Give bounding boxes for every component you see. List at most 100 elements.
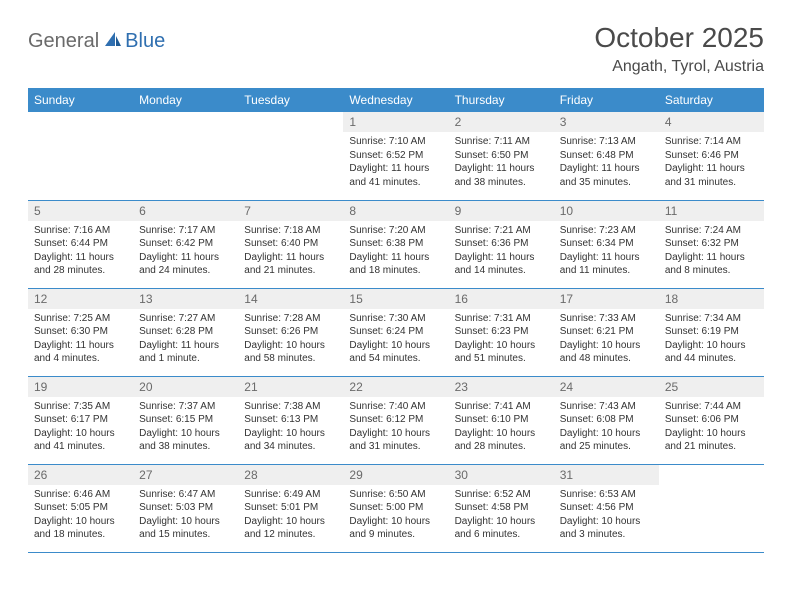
sunrise-line: Sunrise: 7:10 AM	[349, 136, 425, 147]
calendar-day-cell: 17Sunrise: 7:33 AMSunset: 6:21 PMDayligh…	[554, 288, 659, 376]
calendar-day-cell: 22 Sunrise: 7:40 AM Sunset: 6:12 PM Dayligh…	[343, 376, 448, 464]
calendar-day-cell: 16Sunrise: 7:31 AMSunset: 6:23 PMDayligh…	[449, 288, 554, 376]
sunset-line: Sunset: 6:46 PM	[665, 150, 739, 161]
sunset-line: Sunset: 6:44 PM	[34, 238, 108, 249]
daylight-line: Daylight: 10 hours and 6 minutes.	[455, 516, 536, 541]
day-details: Sunrise: 6:53 AMSunset: 4:56 PMDaylight:…	[554, 485, 659, 546]
sunrise-line: Sunrise: 6:49 AM	[244, 489, 320, 500]
daylight-line: Daylight: 10 hours and 15 minutes.	[139, 516, 220, 541]
day-details: Sunrise: 7:13 AMSunset: 6:48 PMDaylight:…	[554, 132, 659, 193]
calendar-body: 1Sunrise: 7:10 AMSunset: 6:52 PMDaylight…	[28, 112, 764, 552]
sunrise-line: Sunrise: 7:40 AM	[349, 401, 425, 412]
calendar-day-cell: 3Sunrise: 7:13 AMSunset: 6:48 PMDaylight…	[554, 112, 659, 200]
calendar-empty-cell	[28, 112, 133, 200]
daylight-line: Daylight: 11 hours and 14 minutes.	[455, 252, 535, 277]
sunset-line: Sunset: 6:26 PM	[244, 326, 318, 337]
calendar-week-row: 19Sunrise: 7:35 AMSunset: 6:17 PMDayligh…	[28, 376, 764, 464]
day-number: 30	[449, 465, 554, 485]
calendar-day-cell: 4Sunrise: 7:14 AMSunset: 6:46 PMDaylight…	[659, 112, 764, 200]
sunset-line: Sunset: 5:00 PM	[349, 502, 423, 513]
day-details: Sunrise: 7:17 AMSunset: 6:42 PMDaylight:…	[133, 221, 238, 282]
sunrise-line: Sunrise: 7:28 AM	[244, 313, 320, 324]
day-number: 19	[28, 377, 133, 397]
daylight-line: Daylight: 11 hours and 21 minutes.	[244, 252, 324, 277]
calendar-day-cell: 26Sunrise: 6:46 AMSunset: 5:05 PMDayligh…	[28, 464, 133, 552]
sunrise-line: Sunrise: 7:20 AM	[349, 225, 425, 236]
brand-text-general: General	[28, 30, 99, 53]
calendar-day-cell: 25Sunrise: 7:44 AMSunset: 6:06 PMDayligh…	[659, 376, 764, 464]
sunset-line: Sunset: 6:38 PM	[349, 238, 423, 249]
daylight-line: Daylight: 11 hours and 41 minutes.	[349, 163, 429, 188]
day-details: Sunrise: 7:34 AMSunset: 6:19 PMDaylight:…	[659, 309, 764, 370]
day-number: 16	[449, 289, 554, 309]
sunrise-line: Sunrise: 7:24 AM	[665, 225, 741, 236]
calendar-day-cell: 29Sunrise: 6:50 AMSunset: 5:00 PMDayligh…	[343, 464, 448, 552]
day-number: 21	[238, 377, 343, 397]
day-details: Sunrise: 6:50 AMSunset: 5:00 PMDaylight:…	[343, 485, 448, 546]
daylight-line: Daylight: 10 hours and 54 minutes.	[349, 340, 430, 365]
day-number: 4	[659, 112, 764, 132]
calendar-day-cell: 19Sunrise: 7:35 AMSunset: 6:17 PMDayligh…	[28, 376, 133, 464]
calendar-empty-cell	[238, 112, 343, 200]
sunrise-line: Sunrise: 6:52 AM	[455, 489, 531, 500]
calendar-week-row: 1Sunrise: 7:10 AMSunset: 6:52 PMDaylight…	[28, 112, 764, 200]
sunset-line: Sunset: 6:40 PM	[244, 238, 318, 249]
day-details: Sunrise: 6:49 AMSunset: 5:01 PMDaylight:…	[238, 485, 343, 546]
day-number: 17	[554, 289, 659, 309]
day-number: 26	[28, 465, 133, 485]
day-number: 13	[133, 289, 238, 309]
day-number: 27	[133, 465, 238, 485]
sunrise-line: Sunrise: 7:30 AM	[349, 313, 425, 324]
sunset-line: Sunset: 6:48 PM	[560, 150, 634, 161]
calendar-day-cell: 9Sunrise: 7:21 AMSunset: 6:36 PMDaylight…	[449, 200, 554, 288]
sunrise-line: Sunrise: 6:46 AM	[34, 489, 110, 500]
sunrise-line: Sunrise: 7:13 AM	[560, 136, 636, 147]
sunrise-line: Sunrise: 7:34 AM	[665, 313, 741, 324]
day-details: Sunrise: 7:33 AMSunset: 6:21 PMDaylight:…	[554, 309, 659, 370]
calendar-day-cell: 13Sunrise: 7:27 AMSunset: 6:28 PMDayligh…	[133, 288, 238, 376]
calendar-day-cell: 15Sunrise: 7:30 AMSunset: 6:24 PMDayligh…	[343, 288, 448, 376]
daylight-line: Daylight: 10 hours and 31 minutes.	[349, 428, 430, 453]
sunset-line: Sunset: 6:52 PM	[349, 150, 423, 161]
daylight-line: Daylight: 11 hours and 18 minutes.	[349, 252, 429, 277]
sunset-line: Sunset: 5:03 PM	[139, 502, 213, 513]
daylight-line: Daylight: 11 hours and 4 minutes.	[34, 340, 114, 365]
sunrise-line: Sunrise: 7:44 AM	[665, 401, 741, 412]
sunrise-line: Sunrise: 6:53 AM	[560, 489, 636, 500]
weekday-header: Thursday	[449, 88, 554, 112]
sunrise-line: Sunrise: 7:14 AM	[665, 136, 741, 147]
sunset-line: Sunset: 4:58 PM	[455, 502, 529, 513]
title-block: October 2025 Angath, Tyrol, Austria	[594, 22, 764, 76]
day-number: 22	[343, 377, 448, 397]
daylight-line: Daylight: 10 hours and 25 minutes.	[560, 428, 641, 453]
daylight-line: Daylight: 10 hours and 28 minutes.	[455, 428, 536, 453]
day-details: Sunrise: 7:18 AMSunset: 6:40 PMDaylight:…	[238, 221, 343, 282]
sunrise-line: Sunrise: 7:37 AM	[139, 401, 215, 412]
daylight-line: Daylight: 10 hours and 58 minutes.	[244, 340, 325, 365]
sunset-line: Sunset: 6:08 PM	[560, 414, 634, 425]
weekday-header: Friday	[554, 88, 659, 112]
sunset-line: Sunset: 6:12 PM	[349, 414, 423, 425]
sunset-line: Sunset: 6:23 PM	[455, 326, 529, 337]
day-number: 20	[133, 377, 238, 397]
calendar-empty-cell	[659, 464, 764, 552]
weekday-header: Monday	[133, 88, 238, 112]
daylight-line: Daylight: 11 hours and 24 minutes.	[139, 252, 219, 277]
day-number: 15	[343, 289, 448, 309]
sunrise-line: Sunrise: 6:50 AM	[349, 489, 425, 500]
daylight-line: Daylight: 10 hours and 3 minutes.	[560, 516, 641, 541]
sunrise-line: Sunrise: 7:16 AM	[34, 225, 110, 236]
sunset-line: Sunset: 6:13 PM	[244, 414, 318, 425]
calendar-day-cell: 12Sunrise: 7:25 AMSunset: 6:30 PMDayligh…	[28, 288, 133, 376]
day-details: Sunrise: 7:35 AMSunset: 6:17 PMDaylight:…	[28, 397, 133, 458]
calendar-day-cell: 8Sunrise: 7:20 AMSunset: 6:38 PMDaylight…	[343, 200, 448, 288]
calendar-week-row: 26Sunrise: 6:46 AMSunset: 5:05 PMDayligh…	[28, 464, 764, 552]
sunset-line: Sunset: 6:34 PM	[560, 238, 634, 249]
day-details: Sunrise: 7:31 AMSunset: 6:23 PMDaylight:…	[449, 309, 554, 370]
day-details: Sunrise: 7:40 AM Sunset: 6:12 PM Daylight:…	[343, 397, 448, 458]
sunset-line: Sunset: 6:15 PM	[139, 414, 213, 425]
day-details: Sunrise: 7:27 AMSunset: 6:28 PMDaylight:…	[133, 309, 238, 370]
calendar-day-cell: 6Sunrise: 7:17 AMSunset: 6:42 PMDaylight…	[133, 200, 238, 288]
sunset-line: Sunset: 6:06 PM	[665, 414, 739, 425]
sunrise-line: Sunrise: 7:41 AM	[455, 401, 531, 412]
